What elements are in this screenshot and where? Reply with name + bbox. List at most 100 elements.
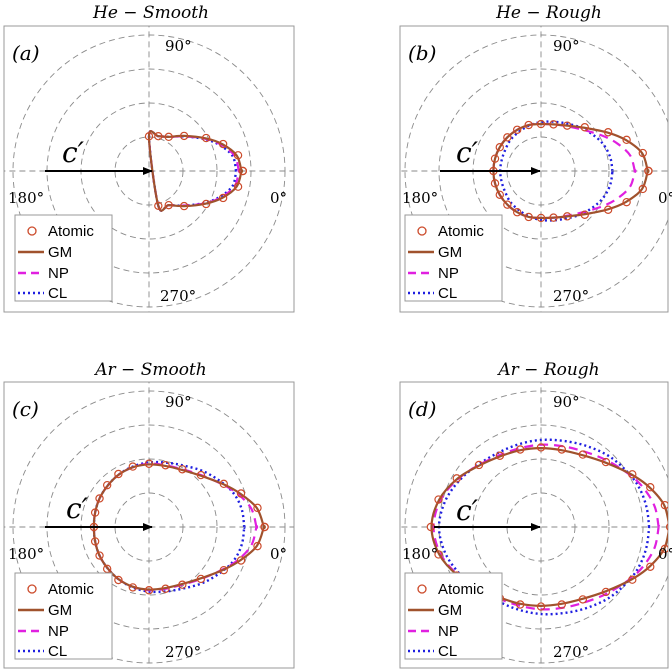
atomic-point xyxy=(536,602,546,611)
series-line-cl xyxy=(437,438,651,616)
atomic-point xyxy=(503,200,512,209)
series-line-gm xyxy=(92,463,266,591)
legend-label-cl: CL xyxy=(48,285,67,302)
panel-label: (b) xyxy=(408,41,436,65)
atomic-point xyxy=(580,123,589,132)
tick-270: 270° xyxy=(165,643,201,661)
legend-label-cl: CL xyxy=(48,643,67,660)
atomic-point xyxy=(474,460,484,470)
atomic-point xyxy=(578,450,588,459)
atomic-point xyxy=(660,500,668,510)
legend: Atomic GM NP CL xyxy=(404,572,503,660)
tick-0: 0° xyxy=(270,545,287,563)
atomic-point xyxy=(236,489,246,498)
atomic-point xyxy=(114,575,123,585)
atomic-point xyxy=(219,479,228,489)
atomic-point xyxy=(196,470,206,480)
panel-title: Ar − Smooth xyxy=(93,360,206,380)
atomic-point xyxy=(644,166,653,176)
panel-frame xyxy=(399,381,669,669)
atomic-point xyxy=(495,451,505,460)
atomic-point xyxy=(164,132,173,142)
atomic-point xyxy=(638,148,647,158)
legend-label-atomic: Atomic xyxy=(48,223,94,240)
atomic-point xyxy=(102,480,112,490)
atomic-point xyxy=(603,205,613,214)
angle-ticks: 90° 180° 0° 270° xyxy=(8,37,287,305)
legend-label-cl: CL xyxy=(438,643,457,660)
atomic-point xyxy=(536,213,546,223)
tick-90: 90° xyxy=(165,393,192,411)
legend-label-np: NP xyxy=(438,265,459,282)
series-line-np xyxy=(492,122,637,220)
atomic-point xyxy=(628,470,637,479)
tick-180: 180° xyxy=(402,189,438,207)
tick-270: 270° xyxy=(160,287,196,305)
atomic-point xyxy=(238,166,248,176)
atomic-point xyxy=(144,586,154,595)
atomic-point xyxy=(154,131,163,141)
panel-frame xyxy=(399,25,669,313)
atomic-point xyxy=(638,184,647,194)
tick-180: 180° xyxy=(402,545,438,563)
atomic-point xyxy=(102,564,112,574)
atomic-point xyxy=(179,131,189,141)
atomic-point xyxy=(628,575,637,584)
legend-label-cl: CL xyxy=(438,285,457,302)
legend-label-gm: GM xyxy=(48,602,72,619)
atomic-point xyxy=(513,208,522,217)
atomic-point xyxy=(549,213,558,222)
reference-vector-label: c′ xyxy=(456,136,479,169)
atomic-point xyxy=(536,119,546,129)
atomic-point xyxy=(524,120,533,130)
atomic-point xyxy=(516,600,525,609)
atomic-point xyxy=(660,544,668,554)
tick-270: 270° xyxy=(553,287,589,305)
legend-label-atomic: Atomic xyxy=(438,581,484,598)
atomic-point xyxy=(452,474,461,483)
panel-label: (d) xyxy=(408,397,436,421)
atomic-point xyxy=(601,587,611,597)
atomic-point xyxy=(144,459,154,468)
tick-180: 180° xyxy=(8,545,44,563)
atomic-point xyxy=(622,135,631,145)
atomic-point xyxy=(549,120,558,129)
panel-ar-smooth: Ar − Smooth (c) 90° 180° 0° 270° c′ Atom… xyxy=(3,360,295,669)
atomic-point xyxy=(178,580,187,589)
legend-box xyxy=(404,214,503,302)
panel-ar-rough: Ar − Rough (d) 90° 180° 0° 270° c′ Atomi… xyxy=(399,360,672,669)
atomic-point xyxy=(603,128,613,137)
atomic-point xyxy=(219,565,228,575)
legend-label-gm: GM xyxy=(48,244,72,261)
reference-vector-label: c′ xyxy=(456,494,479,527)
panel-he-smooth: He − Smooth (a) 90° 180° 0° 270° c′ Atom… xyxy=(3,3,295,313)
atomic-point xyxy=(562,212,572,221)
atomic-point xyxy=(218,193,228,203)
panel-title: He − Rough xyxy=(495,3,602,23)
series-line-np xyxy=(147,130,241,212)
panel-he-rough: He − Rough (b) 90° 180° 0° 270° c′ Atomi… xyxy=(399,3,672,313)
legend: Atomic GM NP CL xyxy=(14,214,113,302)
legend-label-atomic: Atomic xyxy=(438,223,484,240)
atomic-point xyxy=(562,121,572,130)
tick-270: 270° xyxy=(553,643,589,661)
atomic-point xyxy=(114,469,123,479)
legend-label-atomic: Atomic xyxy=(48,581,94,598)
atomic-point xyxy=(154,201,163,211)
atomic-point xyxy=(128,583,138,592)
atomic-point xyxy=(646,562,655,571)
series-curves xyxy=(426,438,668,616)
legend-box xyxy=(404,572,503,660)
panel-title: Ar − Rough xyxy=(496,360,599,380)
atomic-point xyxy=(495,190,504,199)
atomic-point xyxy=(178,465,187,474)
legend-box xyxy=(14,214,113,302)
atomic-point xyxy=(253,541,262,551)
atomic-point xyxy=(557,445,566,454)
atomic-point xyxy=(95,551,104,560)
tick-180: 180° xyxy=(8,189,44,207)
legend-label-gm: GM xyxy=(438,244,462,261)
atomic-point xyxy=(495,142,504,152)
atomic-point xyxy=(622,197,631,207)
atomic-point xyxy=(524,212,533,222)
